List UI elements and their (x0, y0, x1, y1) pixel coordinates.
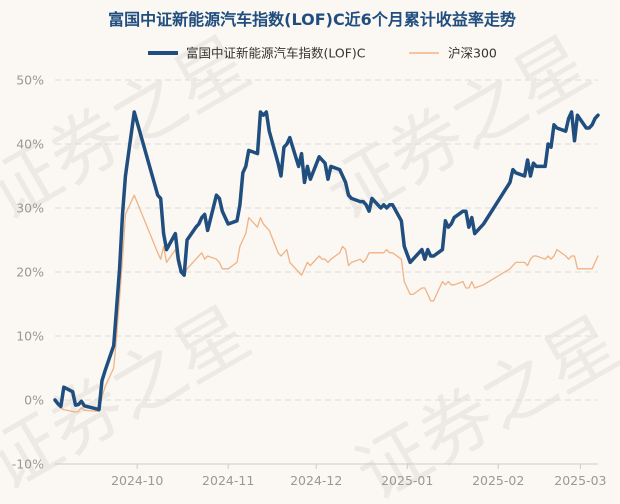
y-tick-label: -10% (12, 457, 44, 472)
legend: 富国中证新能源汽车指数(LOF)C 沪深300 (148, 46, 497, 61)
y-tick-label: 20% (16, 265, 44, 280)
x-tick-label: 2025-03 (554, 473, 606, 488)
series-line-fund (53, 110, 600, 412)
series-layer (53, 110, 600, 413)
chart-title: 富国中证新能源汽车指数(LOF)C近6个月累计收益率走势 (108, 10, 516, 29)
series-line-index (54, 194, 599, 413)
x-tick-label: 2024-10 (111, 473, 163, 488)
y-tick-label: 50% (16, 73, 44, 88)
x-axis: 2024-10 2024-11 2024-12 2025-01 2025-02 2025-… (111, 464, 607, 488)
y-axis: -10% 0% 10% 20% 30% 40% 50% (12, 73, 44, 472)
x-tick-label: 2024-11 (202, 473, 254, 488)
y-tick-label: 0% (24, 393, 44, 408)
x-tick-label: 2025-02 (472, 473, 524, 488)
y-tick-label: 30% (16, 201, 44, 216)
y-tick-label: 40% (16, 137, 44, 152)
x-tick-label: 2025-01 (381, 473, 433, 488)
legend-label-index: 沪深300 (448, 46, 497, 61)
grid-layer (55, 79, 598, 401)
y-tick-label: 10% (16, 329, 44, 344)
x-tick-label: 2024-12 (290, 473, 342, 488)
legend-label-fund: 富国中证新能源汽车指数(LOF)C (186, 46, 366, 61)
